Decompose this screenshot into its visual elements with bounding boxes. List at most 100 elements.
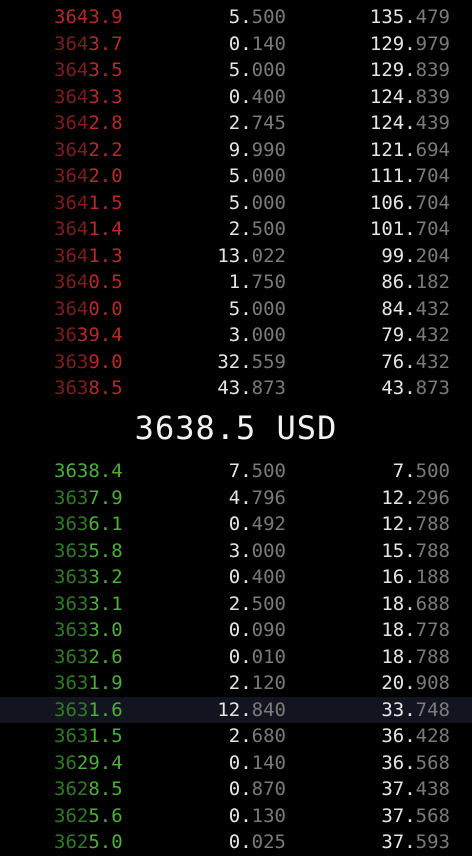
bid-row[interactable]: 3631.6 12.840 33.748	[0, 696, 472, 723]
ask-total: 124.839	[369, 85, 450, 108]
bid-size: 7.500	[228, 460, 286, 482]
bid-row[interactable]: 3625.6 0.130 37.568	[0, 803, 472, 830]
bid-row[interactable]: 3632.6 0.010 18.788	[0, 644, 472, 671]
ask-total: 79.432	[381, 324, 450, 346]
bid-total: 18.778	[381, 619, 450, 641]
bid-row[interactable]: 3633.1 2.500 18.688	[0, 591, 472, 618]
ask-total: 135.479	[369, 6, 450, 28]
ask-row[interactable]: 3643.3 0.400 124.839	[0, 84, 472, 111]
ask-price: 3643.5	[54, 59, 123, 81]
bid-price: 3625.0	[54, 831, 123, 853]
bid-price: 3635.8	[54, 539, 123, 562]
ask-size: 32.559	[217, 350, 286, 373]
ask-price: 3641.4	[54, 218, 123, 240]
ask-row[interactable]: 3642.8 2.745 124.439	[0, 110, 472, 137]
bid-row[interactable]: 3631.9 2.120 20.908	[0, 670, 472, 697]
bid-size: 0.025	[228, 831, 286, 853]
bid-price: 3637.9	[54, 486, 123, 509]
bid-price: 3633.1	[54, 592, 123, 615]
ask-row[interactable]: 3641.5 5.000 106.704	[0, 190, 472, 217]
ask-size: 1.750	[228, 271, 286, 293]
bid-size: 2.500	[228, 592, 286, 615]
ask-size: 5.000	[228, 191, 286, 214]
bid-size: 0.140	[228, 751, 286, 774]
bid-row[interactable]: 3633.0 0.090 18.778	[0, 617, 472, 644]
ask-total: 43.873	[381, 377, 450, 399]
bid-total: 36.428	[381, 725, 450, 747]
bid-price: 3629.4	[54, 751, 123, 774]
bid-price: 3632.6	[54, 645, 123, 668]
ask-row[interactable]: 3643.7 0.140 129.979	[0, 31, 472, 58]
bid-size: 0.400	[228, 566, 286, 588]
bid-size: 12.840	[217, 698, 286, 721]
bid-row[interactable]: 3635.8 3.000 15.788	[0, 538, 472, 565]
ask-row[interactable]: 3643.9 5.500 135.479	[0, 4, 472, 31]
ask-size: 5.500	[228, 6, 286, 28]
bid-price: 3631.5	[54, 725, 123, 747]
bid-row[interactable]: 3633.2 0.400 16.188	[0, 564, 472, 591]
bid-total: 18.788	[381, 645, 450, 668]
ask-total: 99.204	[381, 244, 450, 267]
bid-row[interactable]: 3631.5 2.680 36.428	[0, 723, 472, 750]
bid-row[interactable]: 3636.1 0.492 12.788	[0, 511, 472, 538]
ask-row[interactable]: 3641.3 13.022 99.204	[0, 243, 472, 270]
bid-price: 3638.4	[54, 460, 123, 482]
bid-total: 7.500	[392, 460, 450, 482]
bid-row[interactable]: 3628.5 0.870 37.438	[0, 776, 472, 803]
bid-side: 3638.4 7.500 7.500 3637.9 4.796 12.296 3636.1 0…	[0, 458, 472, 856]
ask-total: 129.839	[369, 59, 450, 81]
ask-size: 5.000	[228, 165, 286, 187]
ask-price: 3640.0	[54, 297, 123, 320]
ask-size: 3.000	[228, 324, 286, 346]
bid-total: 15.788	[381, 539, 450, 562]
bid-total: 36.568	[381, 751, 450, 774]
ask-price: 3643.3	[54, 85, 123, 108]
bid-total: 37.438	[381, 778, 450, 800]
bid-size: 0.492	[228, 513, 286, 535]
ask-row[interactable]: 3640.5 1.750 86.182	[0, 269, 472, 296]
bid-total: 37.568	[381, 804, 450, 827]
ask-row[interactable]: 3642.2 9.990 121.694	[0, 137, 472, 164]
ask-size: 43.873	[217, 377, 286, 399]
ask-size: 13.022	[217, 244, 286, 267]
ask-size: 2.500	[228, 218, 286, 240]
mid-price: 3638.5 USD	[134, 409, 338, 447]
bid-total: 18.688	[381, 592, 450, 615]
ask-price: 3643.7	[54, 32, 123, 55]
bid-row[interactable]: 3629.4 0.140 36.568	[0, 750, 472, 777]
bid-size: 0.010	[228, 645, 286, 668]
bid-price: 3633.2	[54, 566, 123, 588]
ask-total: 76.432	[381, 350, 450, 373]
ask-size: 5.000	[228, 59, 286, 81]
ask-price: 3638.5	[54, 377, 123, 399]
ask-price: 3641.5	[54, 191, 123, 214]
bid-size: 2.120	[228, 672, 286, 694]
bid-price: 3631.6	[54, 698, 123, 721]
ask-total: 106.704	[369, 191, 450, 214]
ask-row[interactable]: 3639.4 3.000 79.432	[0, 322, 472, 349]
ask-size: 9.990	[228, 138, 286, 161]
ask-row[interactable]: 3643.5 5.000 129.839	[0, 57, 472, 84]
ask-price: 3639.0	[54, 350, 123, 373]
bid-row[interactable]: 3638.4 7.500 7.500	[0, 458, 472, 485]
bid-row[interactable]: 3637.9 4.796 12.296	[0, 485, 472, 512]
ask-row[interactable]: 3641.4 2.500 101.704	[0, 216, 472, 243]
ask-total: 121.694	[369, 138, 450, 161]
ask-row[interactable]: 3638.5 43.873 43.873	[0, 375, 472, 402]
ask-price: 3642.0	[54, 165, 123, 187]
bid-total: 37.593	[381, 831, 450, 853]
ask-row[interactable]: 3642.0 5.000 111.704	[0, 163, 472, 190]
ask-price: 3639.4	[54, 324, 123, 346]
ask-price: 3640.5	[54, 271, 123, 293]
bid-row[interactable]: 3625.0 0.025 37.593	[0, 829, 472, 856]
bid-size: 3.000	[228, 539, 286, 562]
ask-row[interactable]: 3640.0 5.000 84.432	[0, 296, 472, 323]
bid-total: 20.908	[381, 672, 450, 694]
bid-total: 12.296	[381, 486, 450, 509]
bid-total: 12.788	[381, 513, 450, 535]
ask-size: 0.140	[228, 32, 286, 55]
bid-price: 3636.1	[54, 513, 123, 535]
bid-size: 0.130	[228, 804, 286, 827]
ask-row[interactable]: 3639.0 32.559 76.432	[0, 349, 472, 376]
